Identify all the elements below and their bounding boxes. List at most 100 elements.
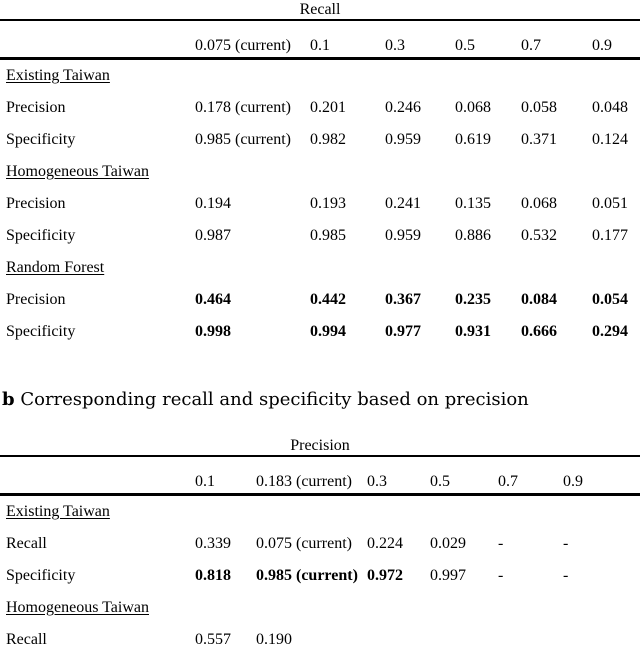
cell-value: 0.818 xyxy=(195,567,231,584)
table-title: Recall xyxy=(0,0,640,21)
cell-value xyxy=(563,624,640,656)
caption-b: b Corresponding recall and specificity b… xyxy=(2,389,529,411)
column-header: 0.183 (current) xyxy=(256,457,367,496)
cell-value: 0.982 xyxy=(310,131,346,148)
table-row: Recall 0.557 0.190 xyxy=(0,624,640,656)
column-header: 0.3 xyxy=(385,21,455,60)
cell-value: 0.977 xyxy=(385,323,421,340)
column-header: 0.1 xyxy=(195,457,256,496)
cell-value: 0.075 (current) xyxy=(256,535,352,552)
table-row: Specificity 0.818 0.985 (current) 0.972 … xyxy=(0,560,640,592)
table-row: Precision 0.464 0.442 0.367 0.235 0.084 … xyxy=(0,284,640,316)
cell-value: 0.246 xyxy=(385,99,421,116)
cell-value: 0.224 xyxy=(367,535,403,552)
row-label: Specificity xyxy=(6,567,76,584)
cell-value: 0.985 (current) xyxy=(256,567,358,584)
column-header: 0.3 xyxy=(367,457,430,496)
cell-value: - xyxy=(498,567,504,584)
cell-value: 0.959 xyxy=(385,131,421,148)
precision-table-grid: 0.1 0.183 (current) 0.3 0.5 0.7 0.9 Exis… xyxy=(0,457,640,656)
column-header: 0.7 xyxy=(498,457,563,496)
cell-value: 0.201 xyxy=(310,99,346,116)
cell-value: 0.886 xyxy=(455,227,491,244)
cell-value: 0.532 xyxy=(521,227,557,244)
section-row: Homogeneous Taiwan xyxy=(0,156,640,188)
column-header: 0.5 xyxy=(455,21,521,60)
table-row: Specificity 0.998 0.994 0.977 0.931 0.66… xyxy=(0,316,640,348)
cell-value: 0.367 xyxy=(385,291,421,308)
cell-value: 0.178 (current) xyxy=(195,99,291,116)
row-label: Recall xyxy=(6,631,47,648)
column-header: 0.5 xyxy=(430,457,498,496)
cell-value: 0.058 xyxy=(521,99,557,116)
cell-value: 0.339 xyxy=(195,535,231,552)
header-spacer xyxy=(0,21,195,60)
cell-value: 0.931 xyxy=(455,323,491,340)
cell-value: - xyxy=(563,535,569,552)
section-row: Random Forest xyxy=(0,252,640,284)
cell-value: 0.959 xyxy=(385,227,421,244)
cell-value: 0.557 xyxy=(195,631,231,648)
cell-value: 0.994 xyxy=(310,323,346,340)
row-label: Recall xyxy=(6,535,47,552)
cell-value: 0.619 xyxy=(455,131,491,148)
header-row: 0.1 0.183 (current) 0.3 0.5 0.7 0.9 xyxy=(0,457,640,496)
cell-value: 0.371 xyxy=(521,131,557,148)
cell-value: 0.985 (current) xyxy=(195,131,291,148)
row-label: Precision xyxy=(6,99,66,116)
cell-value: 0.464 xyxy=(195,291,231,308)
cell-value: 0.190 xyxy=(256,631,292,648)
cell-value: 0.241 xyxy=(385,195,421,212)
section-row: Homogeneous Taiwan xyxy=(0,592,640,624)
caption-marker: b xyxy=(2,389,15,410)
row-label: Specificity xyxy=(6,227,76,244)
section-label: Existing Taiwan xyxy=(6,67,110,84)
caption-text: Corresponding recall and specificity bas… xyxy=(20,389,529,410)
cell-value: 0.048 xyxy=(592,99,628,116)
cell-value: 0.235 xyxy=(455,291,491,308)
recall-table: Recall 0.075 (current) 0.1 0.3 0.5 0.7 0… xyxy=(0,0,640,348)
cell-value: 0.442 xyxy=(310,291,346,308)
cell-value: 0.135 xyxy=(455,195,491,212)
column-header: 0.7 xyxy=(521,21,592,60)
cell-value xyxy=(367,624,430,656)
table-row: Specificity 0.985 (current) 0.982 0.959 … xyxy=(0,124,640,156)
table-row: Precision 0.178 (current) 0.201 0.246 0.… xyxy=(0,92,640,124)
cell-value: 0.194 xyxy=(195,195,231,212)
row-label: Specificity xyxy=(6,131,76,148)
cell-value: 0.068 xyxy=(521,195,557,212)
cell-value: 0.051 xyxy=(592,195,628,212)
cell-value: 0.972 xyxy=(367,567,403,584)
header-row: 0.075 (current) 0.1 0.3 0.5 0.7 0.9 xyxy=(0,21,640,60)
cell-value: 0.124 xyxy=(592,131,628,148)
cell-value: 0.985 xyxy=(310,227,346,244)
row-label: Specificity xyxy=(6,323,76,340)
column-header: 0.9 xyxy=(592,21,640,60)
cell-value: - xyxy=(498,535,504,552)
section-label: Random Forest xyxy=(6,259,105,276)
cell-value: 0.054 xyxy=(592,291,628,308)
cell-value: 0.029 xyxy=(430,535,466,552)
cell-value: 0.294 xyxy=(592,323,628,340)
row-label: Precision xyxy=(6,291,66,308)
table-row: Specificity 0.987 0.985 0.959 0.886 0.53… xyxy=(0,220,640,252)
cell-value: 0.177 xyxy=(592,227,628,244)
table-row: Precision 0.194 0.193 0.241 0.135 0.068 … xyxy=(0,188,640,220)
cell-value: - xyxy=(563,567,569,584)
column-header: 0.1 xyxy=(310,21,385,60)
cell-value xyxy=(498,624,563,656)
cell-value: 0.987 xyxy=(195,227,231,244)
cell-value: 0.666 xyxy=(521,323,557,340)
cell-value: 0.998 xyxy=(195,323,231,340)
cell-value xyxy=(430,624,498,656)
column-header: 0.9 xyxy=(563,457,640,496)
cell-value: 0.997 xyxy=(430,567,466,584)
section-label: Existing Taiwan xyxy=(6,503,110,520)
recall-table-grid: 0.075 (current) 0.1 0.3 0.5 0.7 0.9 Exis… xyxy=(0,21,640,348)
table-row: Recall 0.339 0.075 (current) 0.224 0.029… xyxy=(0,528,640,560)
precision-table: Precision 0.1 0.183 (current) 0.3 0.5 0.… xyxy=(0,436,640,656)
section-label: Homogeneous Taiwan xyxy=(6,163,149,180)
column-header: 0.075 (current) xyxy=(195,21,310,60)
cell-value: 0.084 xyxy=(521,291,557,308)
section-row: Existing Taiwan xyxy=(0,495,640,529)
